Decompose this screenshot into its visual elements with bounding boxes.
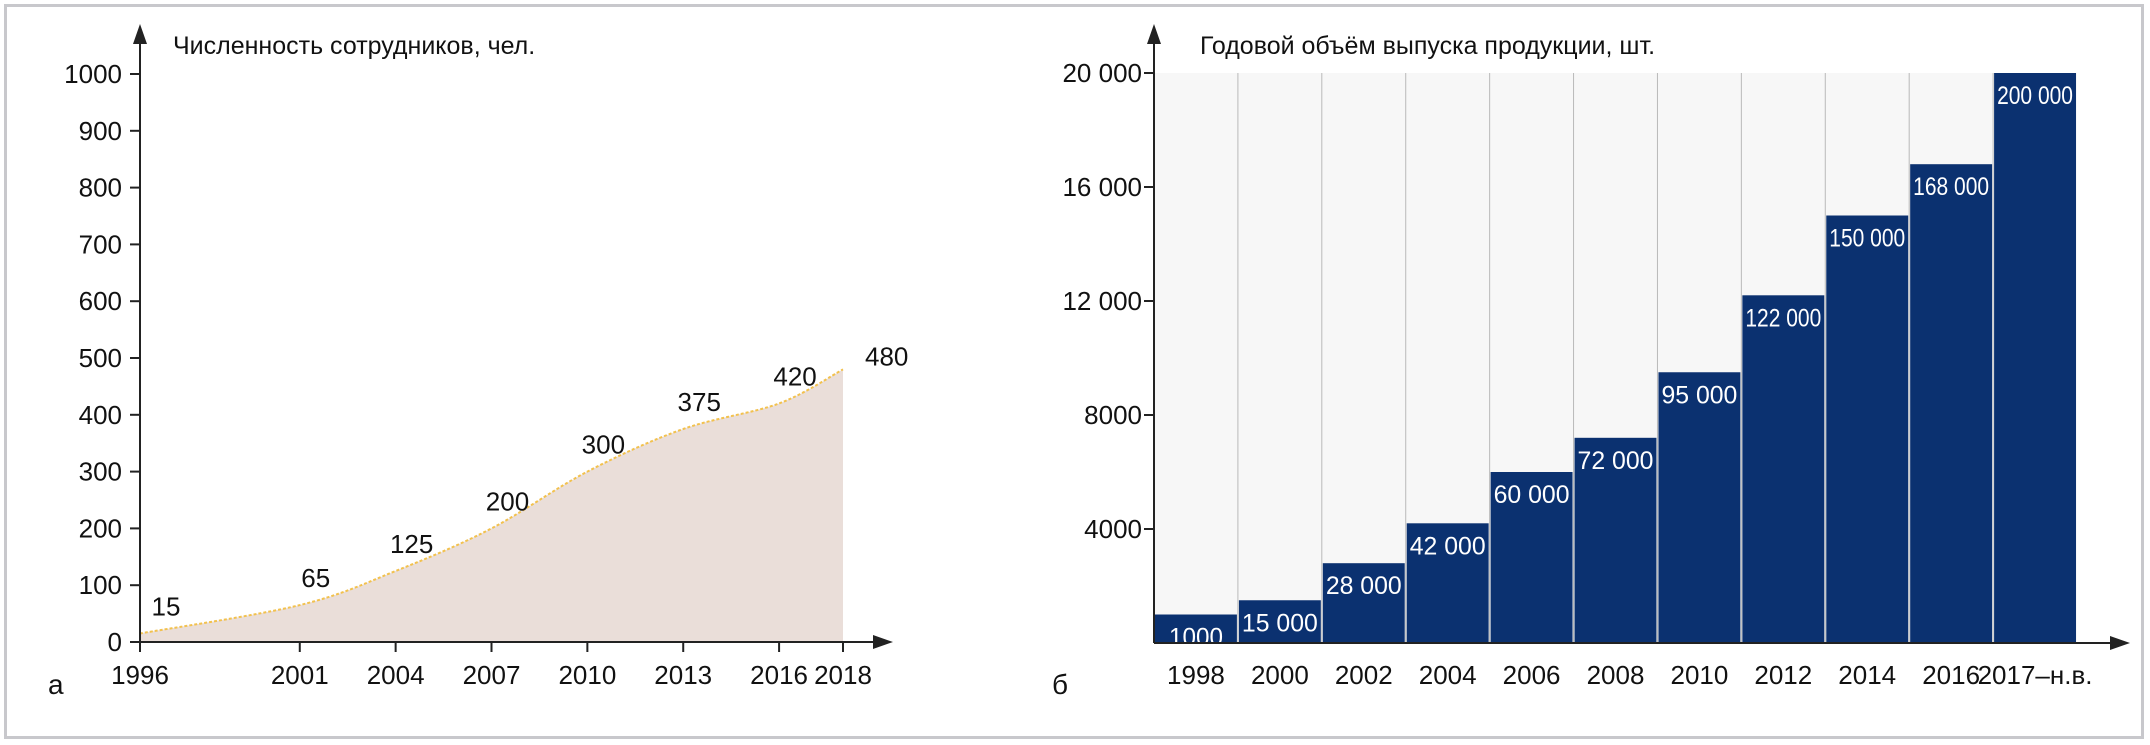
chart-a-y-tick-label: 200 [79, 513, 122, 543]
chart-a-title: Численность сотрудников, чел. [173, 32, 535, 60]
chart-b-x-tick-label: 2004 [1419, 660, 1477, 690]
chart-a-y-tick-label: 600 [79, 286, 122, 316]
chart-b-bar [1574, 437, 1657, 643]
chart-b-bar-label: 122 000 [1745, 304, 1821, 332]
chart-a-data-label: 65 [301, 563, 330, 593]
chart-a-x-tick-label: 2010 [558, 660, 616, 690]
chart-a-panel-label: а [48, 669, 64, 700]
chart-b-y-tick-label: 16 000 [1062, 172, 1142, 202]
chart-a-x-tick-label: 2001 [271, 660, 329, 690]
chart-b-x-tick-label: 2010 [1670, 660, 1728, 690]
chart-b-x-tick-label: 2017–н.в. [1978, 660, 2093, 690]
chart-b-y-tick-label: 20 000 [1062, 58, 1142, 88]
chart-b-bar [1910, 164, 1993, 643]
chart-a-y-tick-label: 100 [79, 570, 122, 600]
chart-a-data-label: 15 [152, 591, 181, 621]
chart-a-data-label: 375 [678, 387, 721, 417]
chart-b-bar [1742, 295, 1825, 643]
chart-b-y-axis-arrow [1147, 24, 1161, 44]
chart-b-x-tick-label: 2000 [1251, 660, 1309, 690]
area-fill [140, 369, 843, 642]
chart-a-x-tick-label: 1996 [111, 660, 169, 690]
chart-b-bar-label: 1000 [1169, 624, 1223, 652]
chart-a-y-axis-arrow [133, 24, 147, 44]
chart-b-bar [1322, 563, 1405, 643]
chart-b-bar-label: 95 000 [1661, 381, 1737, 409]
chart-b-title: Годовой объём выпуска продукции, шт. [1200, 32, 1655, 60]
chart-b-y-tick-label: 8000 [1084, 400, 1142, 430]
chart-b-bar-label: 15 000 [1242, 609, 1318, 637]
chart-a-x-tick-label: 2016 [750, 660, 808, 690]
chart-b-bar-label: 28 000 [1326, 572, 1402, 600]
chart-b-x-tick-label: 2016 [1922, 660, 1980, 690]
chart-b-bar [1406, 523, 1489, 643]
chart-b-bar-label: 72 000 [1578, 447, 1654, 475]
chart-b-bar [1826, 215, 1909, 643]
chart-b-x-axis-arrow [2110, 636, 2130, 650]
chart-a-y-tick-label: 0 [108, 627, 122, 657]
chart-a-y-tick-label: 700 [79, 229, 122, 259]
chart-b-bar-label: 168 000 [1913, 173, 1989, 201]
chart-b-x-tick-label: 2014 [1838, 660, 1896, 690]
chart-b-bar [1155, 614, 1237, 643]
chart-b-bar-label: 200 000 [1997, 82, 2073, 110]
chart-b-x-tick-label: 2008 [1587, 660, 1645, 690]
chart-b-bar-label: 42 000 [1410, 532, 1486, 560]
chart-b-bar [1658, 372, 1741, 643]
chart-a-x-tick-label: 2004 [367, 660, 425, 690]
chart-b-y-tick-label: 12 000 [1062, 286, 1142, 316]
chart-b-bar [1490, 472, 1573, 643]
chart-b-x-tick-label: 2006 [1503, 660, 1561, 690]
chart-b-x-tick-label: 2012 [1754, 660, 1812, 690]
chart-a-data-label: 200 [486, 486, 529, 516]
chart-a-x-axis-arrow [873, 635, 893, 649]
chart-a-x-tick-label: 2018 [814, 660, 872, 690]
chart-b-x-tick-label: 1998 [1167, 660, 1225, 690]
area-series-line [139, 368, 844, 635]
chart-b-x-tick-label: 2002 [1335, 660, 1393, 690]
chart-b-bar-label: 150 000 [1829, 225, 1905, 253]
chart-a-x-tick-label: 2013 [654, 660, 712, 690]
chart-a-y-tick-label: 300 [79, 457, 122, 487]
chart-b-bar-label: 60 000 [1494, 481, 1570, 509]
chart-a-x-tick-label: 2007 [463, 660, 521, 690]
chart-a-y-tick-label: 800 [79, 173, 122, 203]
chart-a-data-label: 420 [773, 361, 816, 391]
chart-b-bar [1994, 73, 2076, 643]
chart-a-data-label: 125 [390, 529, 433, 559]
chart-a-data-label: 480 [865, 341, 908, 371]
chart-a-data-label: 300 [582, 430, 625, 460]
chart-a-y-tick-label: 400 [79, 400, 122, 430]
chart-a-y-tick-label: 500 [79, 343, 122, 373]
chart-a-y-tick-label: 1000 [64, 59, 122, 89]
chart-b-y-tick-label: 4000 [1084, 514, 1142, 544]
chart-b-bar [1238, 600, 1321, 643]
chart-b-panel-label: б [1052, 669, 1068, 700]
chart-a-y-tick-label: 900 [79, 116, 122, 146]
